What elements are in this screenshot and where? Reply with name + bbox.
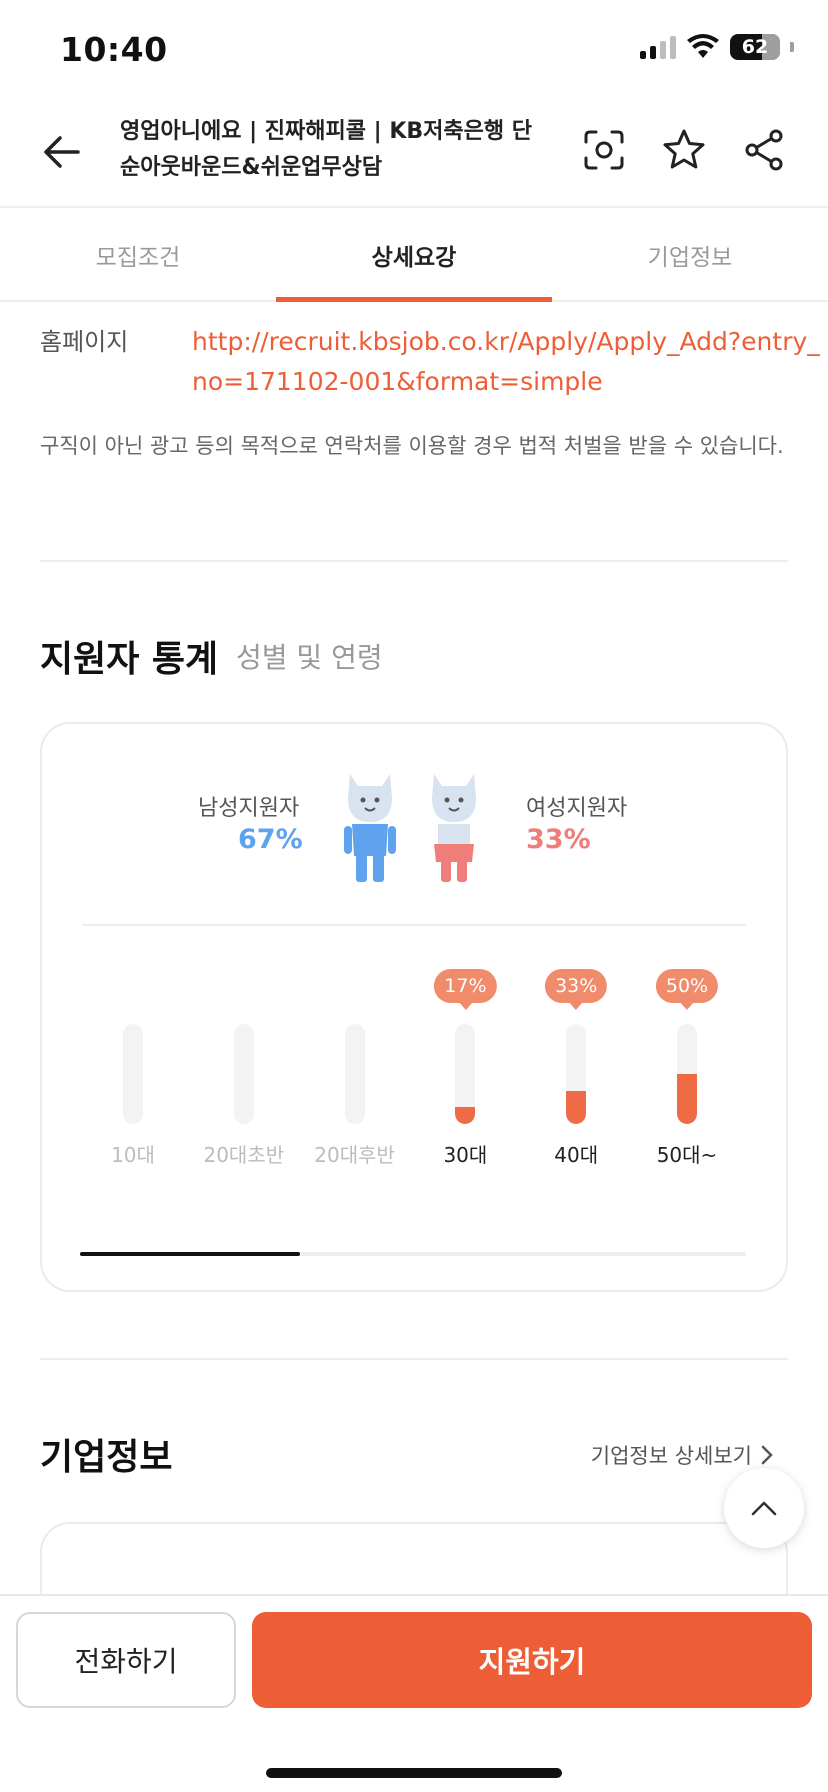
back-arrow-icon[interactable] [38, 128, 86, 176]
section-divider [40, 560, 788, 562]
share-icon[interactable] [740, 126, 788, 174]
age-bar-0: 10대 [78, 969, 188, 1167]
page-title: 영업아니에요 | 진짜해피콜 | KB저축은행 단순아웃바운드&쉬운업무상담 [120, 119, 533, 180]
battery-level: 62 [741, 36, 769, 58]
female-figure-icon [432, 774, 476, 882]
home-indicator [266, 1768, 562, 1778]
homepage-label: 홈페이지 [40, 328, 129, 356]
battery-tip [790, 42, 794, 52]
section-divider [40, 1358, 788, 1360]
age-bar-chart: 10대 20대초반 20대후반 17% 30대 33% 40대 50% 50대~ [82, 969, 746, 1167]
chevron-right-icon [761, 1445, 773, 1465]
carousel-scroll-track[interactable] [80, 1252, 746, 1256]
star-icon[interactable] [660, 126, 708, 174]
female-pct: 33% [526, 824, 591, 855]
stats-card: 남성지원자 67% 여성지원자 33% 10대 20대초반 20대후반 17% 30대 3… [40, 722, 788, 1292]
age-bar-track [233, 1024, 254, 1124]
status-icons: 62 [640, 34, 794, 60]
age-bar-3: 17% 30대 [410, 969, 520, 1167]
company-detail-link[interactable]: 기업정보 상세보기 [591, 1440, 774, 1470]
legal-notice: 구직이 아닌 광고 등의 목적으로 연락처를 이용할 경우 법적 처벌을 받을 … [40, 434, 784, 458]
female-label: 여성지원자 [526, 796, 628, 821]
stats-inner-divider [82, 924, 746, 926]
status-time: 10:40 [60, 30, 168, 69]
status-bar: 10:40 62 [0, 0, 828, 100]
age-bar-fill [566, 1091, 587, 1124]
age-bar-label: 40대 [554, 1143, 599, 1167]
age-bar-2: 20대후반 [300, 969, 410, 1167]
age-pct-badge: 33% [545, 969, 608, 1003]
carousel-scroll-thumb[interactable] [80, 1252, 300, 1256]
app-header: 영업아니에요 | 진짜해피콜 | KB저축은행 단순아웃바운드&쉬운업무상담 [0, 100, 828, 208]
age-bar-track [566, 1024, 587, 1124]
male-figure-icon [344, 774, 396, 882]
cellular-signal-icon [640, 35, 676, 59]
age-bar-1: 20대초반 [189, 969, 299, 1167]
age-bar-label: 20대후반 [314, 1143, 395, 1167]
age-bar-track [344, 1024, 365, 1124]
tab-bar: 모집조건 상세요강 기업정보 [0, 210, 828, 302]
age-bar-track [455, 1024, 476, 1124]
scroll-to-top-button[interactable] [724, 1468, 804, 1548]
bottom-action-bar: 전화하기 지원하기 [0, 1594, 828, 1792]
age-bar-track [677, 1024, 697, 1124]
stats-subtitle: 성별 및 연령 [236, 641, 383, 674]
age-bar-label: 20대초반 [203, 1143, 285, 1167]
scan-icon[interactable] [580, 126, 628, 174]
company-title: 기업정보 [40, 1437, 173, 1478]
company-card [40, 1522, 788, 1642]
age-bar-label: 30대 [443, 1143, 488, 1167]
age-bar-fill [455, 1107, 476, 1124]
tab-details[interactable]: 상세요강 [276, 210, 552, 302]
homepage-link[interactable]: http://recruit.kbsjob.co.kr/Apply/Apply_… [192, 327, 820, 396]
male-pct: 67% [238, 824, 303, 855]
age-bar-fill [677, 1074, 697, 1124]
age-bar-track [123, 1024, 143, 1124]
age-bar-5: 50% 50대~ [632, 969, 742, 1167]
chevron-up-icon [751, 1501, 777, 1516]
battery-icon: 62 [730, 34, 780, 60]
age-bar-label: 10대 [111, 1143, 155, 1167]
tab-company-info[interactable]: 기업정보 [647, 245, 733, 271]
apply-button[interactable]: 지원하기 [252, 1612, 812, 1708]
company-detail-label: 기업정보 상세보기 [590, 1444, 752, 1468]
call-button[interactable]: 전화하기 [16, 1612, 236, 1708]
age-bar-label: 50대~ [656, 1143, 718, 1167]
tab-recruit-conditions[interactable]: 모집조건 [95, 245, 181, 271]
age-pct-badge: 17% [434, 969, 497, 1003]
age-pct-badge: 50% [655, 969, 719, 1003]
age-bar-4: 33% 40대 [521, 969, 631, 1167]
wifi-icon [687, 34, 719, 58]
stats-title: 지원자 통계 [40, 639, 219, 680]
male-label: 남성지원자 [198, 796, 300, 821]
